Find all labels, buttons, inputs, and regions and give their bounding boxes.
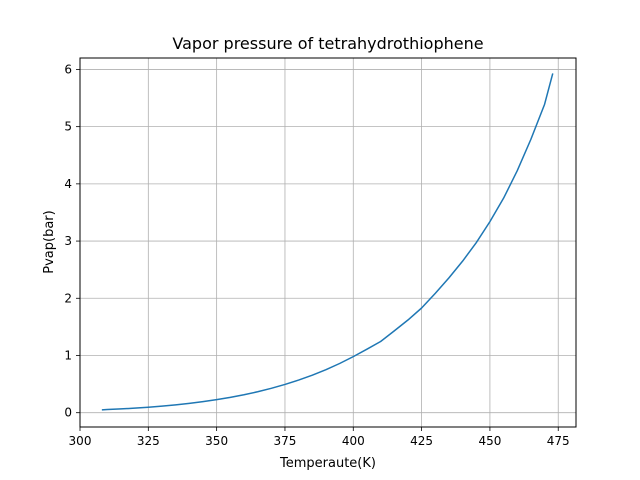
grid — [79, 58, 576, 427]
x-tick-label: 350 — [205, 434, 228, 448]
series — [101, 73, 554, 411]
y-tick-label: 1 — [64, 348, 72, 362]
y-tick-label: 2 — [64, 291, 72, 305]
y-tick-label: 0 — [64, 406, 72, 420]
x-axis-label: Temperaute(K) — [279, 456, 376, 471]
x-tick-label: 400 — [342, 434, 365, 448]
plot-area-frame — [79, 57, 577, 428]
series-line — [101, 73, 554, 411]
x-tick-label: 300 — [69, 434, 92, 448]
x-tick-label: 475 — [547, 434, 570, 448]
x-tick-label: 425 — [410, 434, 433, 448]
y-tick-label: 6 — [64, 62, 72, 76]
x-tick-label: 325 — [137, 434, 160, 448]
y-tick-label: 5 — [64, 120, 72, 134]
y-axis-ticks: 0 1 2 3 4 5 6 — [64, 62, 80, 420]
x-tick-label: 375 — [274, 434, 297, 448]
y-axis-label: Pvap(bar) — [42, 210, 57, 273]
x-axis-ticks: 300 325 350 375 400 425 450 475 — [69, 427, 570, 448]
chart-title: Vapor pressure of tetrahydrothiophene — [172, 34, 483, 53]
y-tick-label: 4 — [64, 177, 72, 191]
x-tick-label: 450 — [478, 434, 501, 448]
y-tick-label: 3 — [64, 234, 72, 248]
